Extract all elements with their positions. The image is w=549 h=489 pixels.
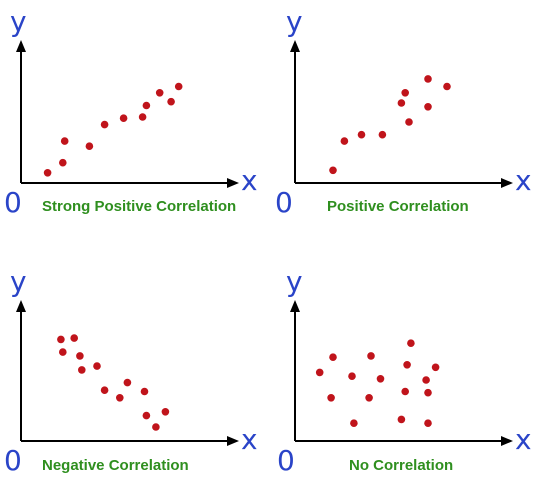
scatter-point [57, 335, 65, 344]
scatter-points [43, 82, 183, 177]
panel-caption: Strong Positive Correlation [42, 198, 236, 215]
scatter-point [407, 339, 415, 348]
x-axis-label: x [241, 164, 258, 197]
origin-label: 0 [4, 444, 22, 477]
origin-label: 0 [275, 186, 293, 219]
panel-caption: Negative Correlation [42, 457, 189, 474]
scatter-points [57, 334, 170, 431]
scatter-point [70, 334, 78, 342]
y-axis-label: y [286, 265, 303, 298]
scatter-point [405, 118, 413, 126]
scatter-point [142, 411, 151, 420]
scatter-point [161, 408, 170, 416]
scatter-point [357, 130, 366, 139]
scatter-point [424, 388, 432, 397]
scatter-point [424, 103, 432, 111]
x-axis-arrowhead [501, 178, 513, 188]
x-axis-arrowhead [227, 436, 239, 446]
scatter-point [93, 362, 101, 370]
y-axis-label: y [286, 5, 303, 38]
scatter-point [142, 101, 151, 110]
x-axis-label: x [515, 164, 532, 197]
panel-positive: y x 0 Positive Correlation [275, 5, 532, 219]
scatter-point [152, 423, 160, 431]
scatter-point [167, 97, 175, 106]
origin-label: 0 [277, 444, 295, 477]
y-axis-arrowhead [16, 300, 26, 312]
scatter-point [116, 394, 124, 402]
scatter-point [397, 415, 406, 424]
scatter-point [100, 120, 109, 129]
scatter-point [443, 82, 451, 91]
scatter-point [59, 348, 67, 356]
scatter-point [397, 99, 406, 107]
scatter-point [100, 386, 109, 395]
scatter-point [60, 137, 69, 145]
scatter-point [350, 419, 358, 428]
panel-negative: y x 0 Negative Correlation [4, 265, 258, 477]
x-axis-arrowhead [227, 178, 239, 188]
origin-label: 0 [4, 186, 22, 219]
scatter-point [365, 394, 373, 402]
scatter-point [174, 82, 183, 91]
scatter-point [140, 387, 149, 396]
y-axis-arrowhead [290, 40, 300, 52]
scatter-point [43, 169, 52, 177]
scatter-point [155, 89, 164, 97]
scatter-point [327, 394, 335, 402]
scatter-point [424, 419, 432, 428]
panel-caption: No Correlation [349, 457, 453, 474]
scatter-point [85, 142, 94, 150]
scatter-point [367, 352, 375, 360]
scatter-point [123, 378, 132, 387]
scatter-point [78, 366, 86, 374]
scatter-point [422, 376, 430, 384]
scatter-points [329, 75, 451, 175]
panel-strong-positive: y x 0 Strong Positive Correlation [4, 5, 258, 219]
scatter-point [424, 75, 432, 83]
y-axis-arrowhead [290, 300, 300, 312]
scatter-point [76, 352, 84, 360]
scatter-point [403, 361, 411, 369]
scatter-point [315, 368, 324, 377]
scatter-point [329, 353, 337, 362]
y-axis-label: y [10, 265, 27, 298]
scatter-point [59, 158, 67, 167]
y-axis-label: y [10, 5, 27, 38]
scatter-point [119, 114, 128, 122]
scatter-point [348, 372, 356, 381]
scatter-point [329, 166, 337, 175]
x-axis-arrowhead [501, 436, 513, 446]
scatter-point [431, 363, 440, 372]
x-axis-label: x [515, 423, 532, 456]
y-axis-arrowhead [16, 40, 26, 52]
scatter-point [340, 137, 349, 145]
scatter-point [378, 130, 387, 139]
scatter-point [401, 89, 410, 97]
x-axis-label: x [241, 423, 258, 456]
scatter-point [376, 375, 385, 383]
scatter-point [401, 387, 410, 396]
scatter-points [315, 339, 440, 428]
panel-no-correlation: y x 0 No Correlation [277, 265, 532, 477]
scatter-point [138, 113, 147, 121]
panel-caption: Positive Correlation [327, 198, 469, 215]
